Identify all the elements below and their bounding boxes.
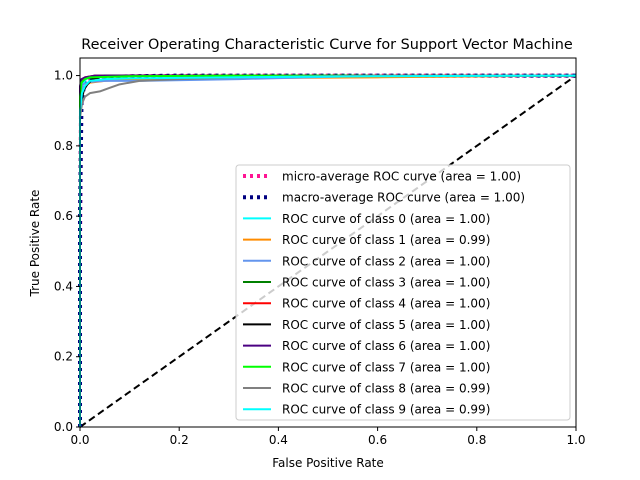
roc-curve-11: [79, 74, 577, 427]
legend-label-1: macro-average ROC curve (area = 1.00): [282, 191, 525, 205]
x-tick-label: 0.4: [269, 433, 288, 447]
legend-label-3: ROC curve of class 1 (area = 0.99): [282, 233, 490, 247]
y-axis-label: True Positive Rate: [28, 190, 42, 298]
y-tick-label: 0.6: [54, 209, 73, 223]
legend-label-7: ROC curve of class 5 (area = 1.00): [282, 318, 490, 332]
y-tick-label: 0.4: [54, 279, 73, 293]
legend-label-4: ROC curve of class 2 (area = 1.00): [282, 254, 490, 268]
x-tick-label: 0.8: [467, 433, 486, 447]
legend-label-11: ROC curve of class 9 (area = 0.99): [282, 403, 490, 417]
legend-label-10: ROC curve of class 8 (area = 0.99): [282, 382, 490, 396]
legend-label-6: ROC curve of class 4 (area = 1.00): [282, 297, 490, 311]
legend-label-8: ROC curve of class 6 (area = 1.00): [282, 339, 490, 353]
legend-label-0: micro-average ROC curve (area = 1.00): [282, 170, 521, 184]
x-tick-label: 0.6: [368, 433, 387, 447]
x-axis-label: False Positive Rate: [272, 456, 384, 470]
legend-label-2: ROC curve of class 0 (area = 1.00): [282, 212, 490, 226]
x-axis-ticks: 0.0 0.2 0.4 0.6 0.8 1.0: [70, 427, 586, 447]
legend: micro-average ROC curve (area = 1.00) mac…: [235, 164, 571, 421]
legend-frame: [235, 164, 571, 421]
y-tick-label: 0.0: [54, 420, 73, 434]
x-tick-label: 0.2: [170, 433, 189, 447]
y-axis-ticks: 0.0 0.2 0.4 0.6 0.8 1.0: [54, 69, 80, 434]
x-tick-label: 1.0: [566, 433, 585, 447]
axes-frame: [79, 57, 577, 428]
chart-title: Receiver Operating Characteristic Curve …: [81, 37, 573, 53]
x-tick-label: 0.0: [70, 433, 89, 447]
legend-label-9: ROC curve of class 7 (area = 1.00): [282, 360, 490, 374]
y-tick-label: 0.2: [54, 350, 73, 364]
y-tick-label: 1.0: [54, 69, 73, 83]
y-tick-label: 0.8: [54, 139, 73, 153]
legend-label-5: ROC curve of class 3 (area = 1.00): [282, 276, 490, 290]
